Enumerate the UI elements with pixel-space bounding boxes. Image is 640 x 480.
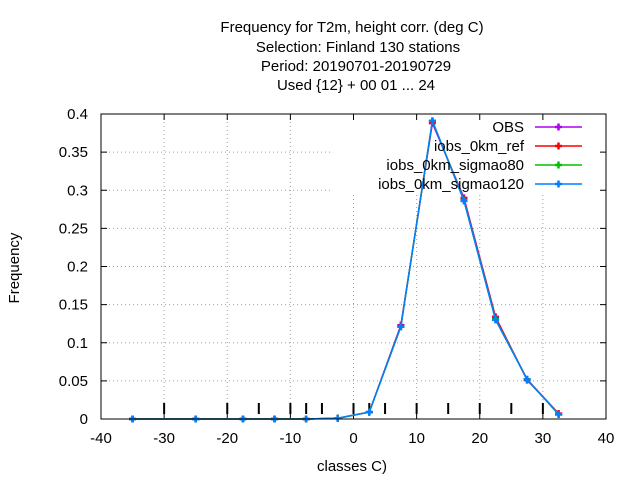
class-boundary-marks bbox=[163, 403, 544, 414]
y-tick-label: 0.1 bbox=[67, 335, 88, 352]
data-point bbox=[460, 197, 468, 205]
y-tick-label: 0.3 bbox=[67, 182, 88, 199]
legend-item: iobs_0km_sigmao120 bbox=[378, 176, 582, 193]
chart-title: Frequency for T2m, height corr. (deg C) … bbox=[220, 19, 483, 94]
x-tick-label: 30 bbox=[535, 430, 552, 447]
y-tick-label: 0.4 bbox=[67, 106, 88, 123]
y-tick-label: 0.35 bbox=[59, 144, 88, 161]
x-tick-label: 40 bbox=[598, 430, 615, 447]
legend-item: OBS bbox=[492, 119, 582, 136]
data-point bbox=[523, 375, 531, 383]
data-point bbox=[397, 323, 405, 331]
data-point bbox=[428, 117, 436, 125]
x-tick-label: 20 bbox=[471, 430, 488, 447]
title-line-1: Frequency for T2m, height corr. (deg C) bbox=[220, 19, 483, 36]
data-point bbox=[334, 414, 342, 422]
y-tick-label: 0 bbox=[80, 411, 88, 428]
y-tick-label: 0.15 bbox=[59, 297, 88, 314]
x-tick-label: -40 bbox=[90, 430, 112, 447]
y-axis-label: Frequency bbox=[6, 232, 23, 303]
x-tick-label: 0 bbox=[349, 430, 357, 447]
title-line-2: Selection: Finland 130 stations bbox=[256, 39, 460, 56]
legend-item: iobs_0km_ref bbox=[434, 138, 582, 155]
x-tick-label: -20 bbox=[216, 430, 238, 447]
data-point bbox=[492, 316, 500, 324]
legend-label: iobs_0km_ref bbox=[434, 138, 525, 155]
y-tick-labels: 0 0.05 0.1 0.15 0.2 0.25 0.3 0.35 0.4 bbox=[59, 106, 88, 428]
legend-item: iobs_0km_sigmao80 bbox=[386, 157, 582, 174]
y-tick-label: 0.2 bbox=[67, 259, 88, 276]
y-tick-label: 0.05 bbox=[59, 373, 88, 390]
title-line-4: Used {12} + 00 01 ... 24 bbox=[277, 77, 435, 94]
legend: OBS iobs_0km_ref iobs_0km_sigmao80 iobs_0km… bbox=[378, 119, 582, 193]
x-tick-label: -10 bbox=[280, 430, 302, 447]
x-axis-label: classes C) bbox=[317, 458, 387, 475]
x-tick-label: 10 bbox=[408, 430, 425, 447]
grid bbox=[101, 114, 606, 419]
legend-label: iobs_0km_sigmao120 bbox=[378, 176, 524, 193]
x-tick-labels: -40 -30 -20 -10 0 10 20 30 40 bbox=[90, 430, 614, 447]
title-line-3: Period: 20190701-20190729 bbox=[261, 58, 451, 75]
x-tick-label: -30 bbox=[153, 430, 175, 447]
legend-label: iobs_0km_sigmao80 bbox=[386, 157, 524, 174]
data-point bbox=[365, 408, 373, 416]
plot-frame bbox=[100, 113, 607, 420]
data-point bbox=[555, 410, 563, 418]
y-tick-label: 0.25 bbox=[59, 220, 88, 237]
legend-label: OBS bbox=[492, 119, 524, 136]
